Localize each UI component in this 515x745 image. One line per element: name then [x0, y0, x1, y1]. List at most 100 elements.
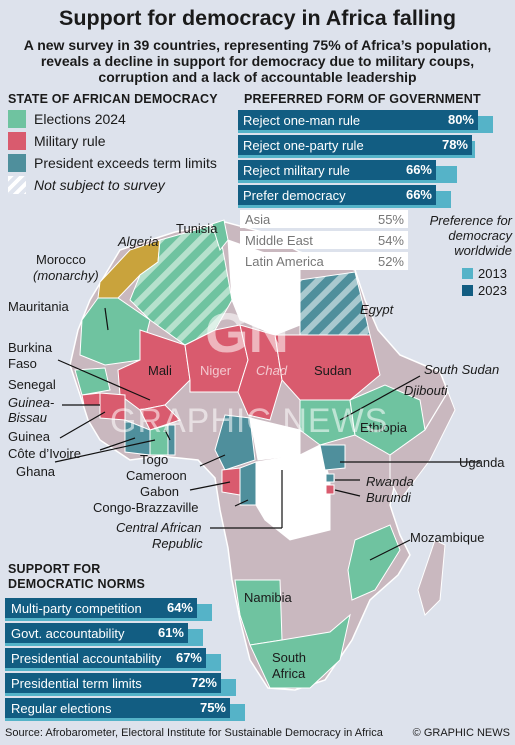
- mozambique-region: [347, 524, 401, 601]
- norm-value: 75%: [199, 700, 226, 715]
- legend-item-not-surveyed: Not subject to survey: [8, 174, 217, 196]
- norm-value: 72%: [190, 675, 217, 690]
- legend-item-term-limits: President exceeds term limits: [8, 152, 217, 174]
- label-south-africa-1: South: [272, 650, 306, 665]
- source-note: Source: Afrobarometer, Electoral Institu…: [5, 727, 383, 739]
- preferred-label: Reject one-party rule: [243, 137, 364, 153]
- world-row-asia: Asia 55%: [240, 210, 408, 228]
- preferred-bar-2023: Reject military rule 66%: [238, 160, 436, 180]
- egypt-region: [299, 271, 371, 336]
- norm-label: Presidential term limits: [11, 675, 142, 691]
- label-rwanda: Rwanda: [366, 474, 414, 489]
- label-south-africa-2: Africa: [272, 666, 306, 681]
- page-subtitle: A new survey in 39 countries, representi…: [23, 37, 492, 85]
- label-cote: Côte d’Ivoire: [8, 446, 81, 461]
- year-2023-swatch: [462, 285, 473, 296]
- label-guinea-bissau-1: Guinea-: [8, 395, 55, 410]
- congo-b-region: [239, 461, 257, 506]
- label-algeria: Algeria: [118, 234, 159, 249]
- watermark-logo: GN: [205, 301, 289, 364]
- preferred-value: 66%: [405, 162, 432, 177]
- norms-heading-2: Democratic Norms: [8, 577, 145, 591]
- label-ghana: Ghana: [16, 464, 56, 479]
- preferred-label: Prefer democracy: [243, 187, 346, 203]
- norm-value: 64%: [166, 600, 193, 615]
- south-sudan-region: [299, 399, 356, 446]
- label-monarchy: (monarchy): [33, 268, 99, 283]
- norm-label: Multi-party competition: [11, 600, 142, 616]
- label-chad: Chad: [256, 363, 288, 378]
- preferred-chart: Reject one-man rule 80% Reject one-party r…: [238, 110, 508, 210]
- world-row-middle-east: Middle East 54%: [240, 231, 408, 249]
- preferred-label: Reject military rule: [243, 162, 350, 178]
- preferred-value: 66%: [405, 187, 432, 202]
- label-morocco: Morocco: [36, 252, 86, 267]
- norm-value: 67%: [175, 650, 202, 665]
- norm-label: Regular elections: [11, 700, 112, 716]
- norms-heading-1: Support for: [8, 562, 101, 576]
- madagascar-region: [417, 539, 446, 616]
- burkina-region: [139, 404, 181, 431]
- label-djibouti: Djibouti: [404, 383, 448, 398]
- label-car-2: Republic: [152, 536, 203, 551]
- label-sudan: Sudan: [314, 363, 352, 378]
- burundi-region: [325, 484, 335, 495]
- label-mozambique: Mozambique: [410, 530, 485, 545]
- norm-value: 61%: [157, 625, 184, 640]
- label-niger: Niger: [200, 363, 232, 378]
- watermark-text: GRAPHIC NEWS: [110, 402, 389, 440]
- year-legend: 2013 2023: [462, 265, 507, 299]
- label-guinea: Guinea: [8, 429, 50, 444]
- label-burkina: Burkina: [8, 340, 53, 355]
- norms-chart: Multi-party competition 64% Govt. accounta…: [5, 598, 305, 723]
- legend: Elections 2024 Military rule President e…: [8, 108, 217, 196]
- norm-label: Presidential accountability: [11, 650, 162, 666]
- south-africa-region: [249, 613, 351, 689]
- drc-region: [255, 444, 331, 541]
- world-row-latin-america: Latin America 52%: [240, 252, 408, 270]
- mauritania-region: [79, 297, 151, 366]
- label-togo: Togo: [140, 452, 169, 467]
- military-swatch: [8, 132, 26, 150]
- label-guinea-bissau-2: Bissau: [8, 410, 48, 425]
- norm-bar: Presidential term limits 72%: [5, 673, 221, 693]
- world-list: Asia 55% Middle East 54% Latin America 5…: [240, 210, 408, 270]
- preferred-heading: Preferred Form of Government: [244, 92, 481, 106]
- norm-bar: Multi-party competition 64%: [5, 598, 197, 618]
- label-car-1: Central African: [116, 520, 202, 535]
- senegal-region: [74, 367, 111, 396]
- leader-lines: [54, 307, 480, 561]
- legend-item-elections: Elections 2024: [8, 108, 217, 130]
- label-namibia: Namibia: [244, 590, 292, 605]
- preferred-label: Reject one-man rule: [243, 112, 361, 128]
- togo-region: [167, 424, 176, 456]
- label-gabon: Gabon: [140, 484, 180, 499]
- label-faso: Faso: [8, 356, 37, 371]
- preferred-row: Reject one-party rule 78%: [238, 135, 508, 160]
- label-egypt: Egypt: [360, 302, 394, 317]
- preferred-row: Reject military rule 66%: [238, 160, 508, 185]
- credit: © GRAPHIC NEWS: [412, 727, 510, 739]
- norm-label: Govt. accountability: [11, 625, 125, 641]
- rwanda-region: [325, 473, 335, 483]
- world-note: Preference for democracy worldwide: [429, 213, 512, 258]
- label-uganda: Uganda: [459, 455, 505, 470]
- year-2013: 2013: [462, 265, 507, 282]
- legend-item-military: Military rule: [8, 130, 217, 152]
- year-2013-swatch: [462, 268, 473, 279]
- preferred-row: Prefer democracy 66%: [238, 185, 508, 210]
- elections-swatch: [8, 110, 26, 128]
- cameroon-region: [214, 414, 256, 471]
- preferred-row: Reject one-man rule 80%: [238, 110, 508, 135]
- label-south-sudan: South Sudan: [424, 362, 500, 377]
- legend-heading: State of African Democracy: [8, 92, 218, 106]
- page-title: Support for democracy in Africa falling: [58, 6, 456, 30]
- norm-bar: Regular elections 75%: [5, 698, 230, 718]
- somalia-region: [389, 390, 456, 501]
- label-senegal: Senegal: [8, 377, 56, 392]
- guinea-bissau-region: [81, 392, 101, 406]
- year-2023: 2023: [462, 282, 507, 299]
- preferred-value: 78%: [441, 137, 468, 152]
- label-burundi: Burundi: [366, 490, 411, 505]
